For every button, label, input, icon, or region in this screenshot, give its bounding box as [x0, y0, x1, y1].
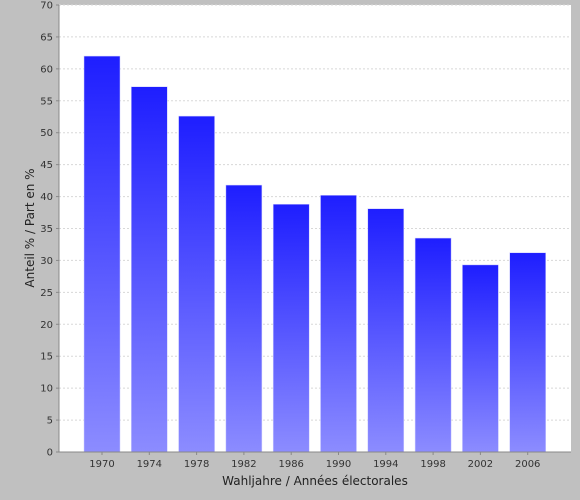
- y-tick-label: 65: [40, 32, 53, 43]
- x-tick-labels: 1970 1974 1978 1982 1986 1990 1994 1998 2002 2006: [89, 459, 540, 470]
- y-tick-label: 30: [40, 256, 53, 267]
- x-axis-title: Wahljahre / Années électorales: [222, 474, 408, 488]
- bar-2002: [462, 264, 499, 453]
- y-tick-label: 60: [40, 64, 53, 75]
- y-tick-label: 40: [40, 192, 53, 203]
- y-axis-title: Anteil % / Part en %: [23, 168, 37, 287]
- y-tick-label: 0: [47, 448, 53, 459]
- y-tick-label: 10: [40, 384, 53, 395]
- x-tick-label-1970: 1970: [89, 459, 114, 470]
- y-tick-label: 50: [40, 128, 53, 139]
- x-tick-label-1994: 1994: [373, 459, 398, 470]
- y-tick-label: 45: [40, 160, 53, 171]
- y-tick-label: 15: [40, 352, 53, 363]
- bar-2006: [509, 252, 546, 453]
- x-tick-label-2002: 2002: [468, 459, 493, 470]
- x-tick-label-1986: 1986: [278, 459, 303, 470]
- bar-1994: [367, 208, 405, 453]
- x-tick-label-2006: 2006: [515, 459, 540, 470]
- x-tick-label-1990: 1990: [326, 459, 351, 470]
- axes: [56, 4, 571, 455]
- y-tick-label: 35: [40, 224, 53, 235]
- y-tick-labels: 0 5 10 15 20 25 30 35 40 45 50 55 60 65 70: [40, 1, 53, 459]
- bar-1974: [131, 86, 168, 453]
- y-tick-label: 25: [40, 288, 53, 299]
- bar-1982: [225, 184, 263, 453]
- bar-1998: [414, 237, 452, 453]
- y-tick-label: 55: [40, 96, 53, 107]
- y-tick-label: 20: [40, 320, 53, 331]
- x-tick-label-1982: 1982: [231, 459, 256, 470]
- y-tick-label: 70: [40, 1, 53, 12]
- bar-1990: [320, 195, 357, 453]
- bar-1986: [272, 203, 310, 453]
- x-tick-label-1998: 1998: [420, 459, 445, 470]
- bar-1970: [83, 55, 121, 453]
- x-tick-label-1978: 1978: [184, 459, 209, 470]
- x-tick-label-1974: 1974: [137, 459, 162, 470]
- y-tick-label: 5: [47, 416, 53, 427]
- bars: [83, 55, 546, 453]
- bar-1978: [178, 115, 215, 453]
